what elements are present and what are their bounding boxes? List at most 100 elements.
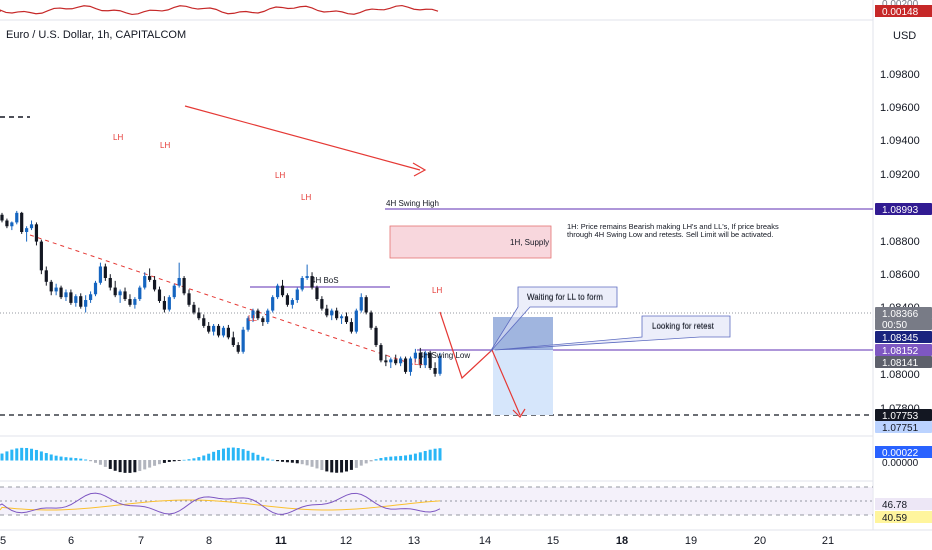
oscillator-bar bbox=[404, 455, 408, 461]
oscillator-prev: 0.00000 bbox=[882, 458, 919, 469]
oscillator-bar bbox=[290, 460, 294, 463]
currency-label: USD bbox=[893, 30, 916, 42]
candle-body bbox=[10, 222, 14, 227]
price-badge-label: 1.08152 bbox=[882, 346, 919, 357]
price-badge-bg bbox=[875, 409, 932, 421]
oscillator-bar bbox=[408, 454, 412, 461]
price-axis-bg bbox=[873, 0, 932, 550]
x-tick-label: 5 bbox=[0, 535, 6, 547]
oscillator-bar bbox=[315, 460, 319, 469]
candle-body bbox=[34, 224, 39, 242]
oscillator-bar bbox=[266, 458, 270, 461]
supply-zone bbox=[389, 225, 552, 259]
candle-body bbox=[236, 345, 240, 352]
candle-body bbox=[74, 296, 78, 303]
y-tick-label: 1.08800 bbox=[880, 236, 920, 248]
x-tick-label: 19 bbox=[685, 535, 697, 547]
oscillator-bar bbox=[34, 449, 38, 461]
oscillator-bar bbox=[177, 460, 181, 461]
candle-body bbox=[0, 214, 4, 221]
candle-body bbox=[84, 300, 88, 307]
candle-body bbox=[88, 294, 93, 301]
projection-path bbox=[439, 311, 521, 416]
oscillator-bar bbox=[394, 456, 398, 461]
x-tick-label: 18 bbox=[616, 535, 628, 547]
price-badge-label: 1.08141 bbox=[882, 358, 919, 369]
oscillator-bar bbox=[418, 452, 422, 461]
candle-body bbox=[418, 352, 422, 366]
price-badge-bg bbox=[875, 344, 932, 356]
candle-body bbox=[113, 287, 117, 296]
chart-annotation: LL bbox=[248, 314, 257, 323]
candle-body bbox=[15, 212, 19, 223]
candle-body bbox=[354, 310, 358, 332]
candle-body bbox=[413, 352, 417, 359]
oscillator-bar bbox=[98, 460, 102, 465]
chart-annotation: 1H, Supply bbox=[510, 238, 549, 247]
oscillator-bar bbox=[133, 460, 137, 473]
candle-body bbox=[379, 345, 383, 361]
oscillator-bar bbox=[423, 450, 427, 461]
oscillator-bar bbox=[118, 460, 122, 473]
candle-body bbox=[280, 285, 285, 296]
oscillator-bar bbox=[182, 459, 186, 461]
oscillator-bar bbox=[281, 460, 285, 462]
oscillator-bar bbox=[49, 454, 53, 461]
oscillator-bar bbox=[10, 449, 14, 461]
price-badge-label: 1.08366 bbox=[882, 309, 919, 320]
oscillator-bar bbox=[364, 460, 368, 464]
chart-annotation: 4H BoS bbox=[311, 276, 339, 285]
x-tick-label: 21 bbox=[822, 535, 834, 547]
oscillator-bar bbox=[384, 457, 388, 461]
oscillator-bar bbox=[5, 451, 9, 461]
candle-body bbox=[25, 228, 29, 232]
oscillator-bar bbox=[207, 453, 211, 461]
candle-body bbox=[438, 355, 442, 374]
candle-body bbox=[216, 325, 221, 336]
oscillator-bar bbox=[64, 457, 68, 461]
oscillator-bar bbox=[340, 460, 344, 473]
trend-dashed-line bbox=[29, 234, 416, 366]
candle-body bbox=[271, 297, 275, 311]
candle-body bbox=[246, 318, 250, 330]
oscillator-bar bbox=[379, 457, 383, 461]
oscillator-bar bbox=[295, 460, 299, 464]
oscillator-bar bbox=[246, 450, 250, 461]
oscillator-bar bbox=[359, 460, 363, 466]
oscillator-bar bbox=[305, 460, 309, 466]
candle-body bbox=[433, 368, 437, 374]
oscillator-bar bbox=[69, 457, 73, 461]
oscillator-bar bbox=[84, 459, 88, 461]
top-indicator-value: 0.00148 bbox=[882, 7, 919, 18]
y-tick-label: 1.08000 bbox=[880, 369, 920, 381]
top-indicator-line bbox=[0, 4, 439, 16]
candle-body bbox=[349, 322, 354, 332]
y-tick-label: 1.09400 bbox=[880, 135, 920, 147]
oscillator-bar bbox=[320, 460, 324, 471]
candle-body bbox=[256, 310, 260, 319]
oscillator-bar bbox=[325, 460, 329, 472]
candle-body bbox=[364, 297, 368, 313]
candle-body bbox=[339, 316, 344, 319]
oscillator-bar bbox=[143, 460, 147, 470]
candle-body bbox=[79, 296, 83, 307]
oscillator-bar bbox=[369, 460, 373, 462]
candle-body bbox=[123, 291, 127, 300]
rsi-badge bbox=[875, 498, 932, 510]
candle-body bbox=[20, 212, 24, 232]
candle-body bbox=[133, 299, 137, 305]
oscillator-bar bbox=[128, 460, 132, 473]
rsi-ma-line bbox=[0, 499, 441, 511]
x-tick-label: 15 bbox=[547, 535, 559, 547]
callout-retest-text: Looking for retest bbox=[652, 322, 715, 331]
oscillator-bar bbox=[192, 458, 196, 461]
price-badge-bg bbox=[875, 421, 932, 433]
price-badge-label: 1.07753 bbox=[882, 411, 919, 422]
oscillator-bar bbox=[59, 456, 63, 461]
oscillator-bar bbox=[438, 448, 442, 461]
candle-body bbox=[261, 318, 265, 323]
candle-body bbox=[374, 327, 378, 346]
oscillator-bar bbox=[310, 460, 314, 467]
candle-body bbox=[182, 277, 186, 294]
